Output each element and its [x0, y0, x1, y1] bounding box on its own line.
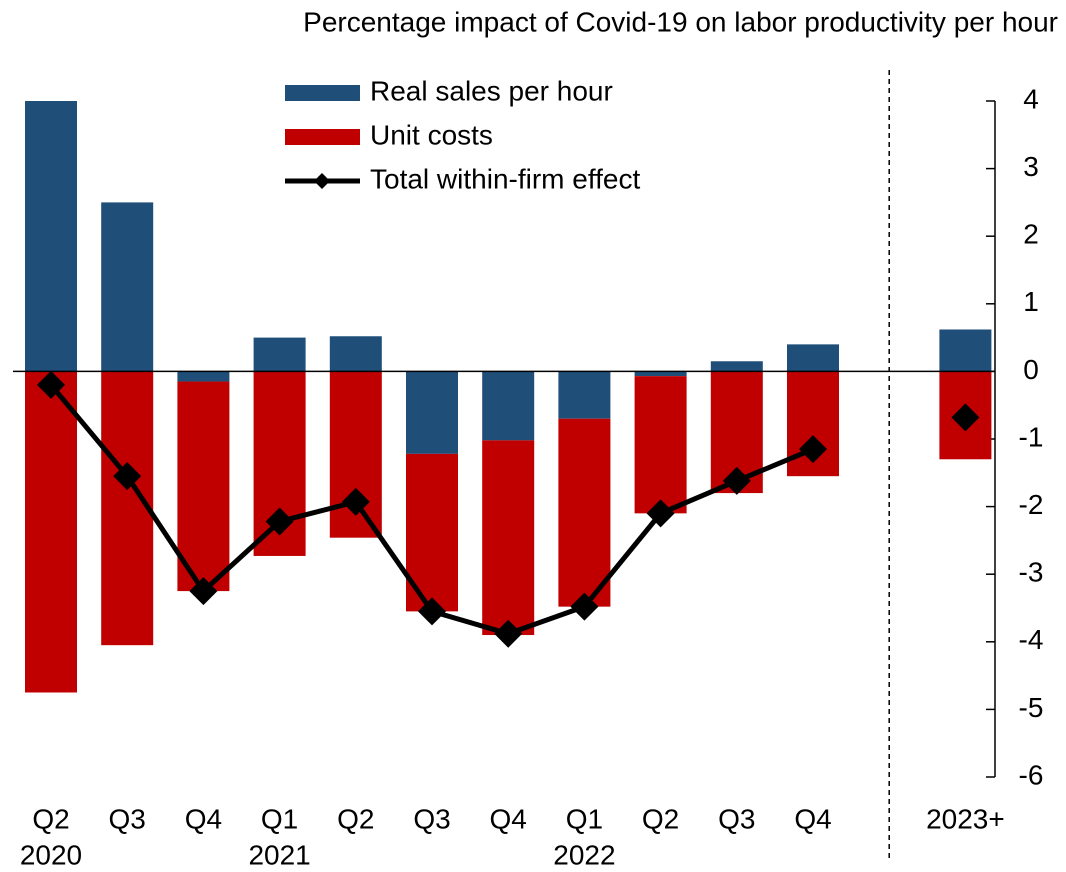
marker: [722, 466, 751, 495]
y-tick-label: -4: [1019, 624, 1044, 655]
x-group-label: 2020: [20, 839, 82, 870]
x-tick-label: Q2: [642, 803, 679, 834]
marker: [494, 619, 523, 648]
bar: [25, 101, 77, 372]
x-tick-label: Q1: [566, 803, 603, 834]
bar: [558, 371, 611, 419]
y-tick-label: -5: [1019, 692, 1044, 723]
x-tick-label: Q4: [794, 803, 831, 834]
chart-title: Percentage impact of Covid-19 on labor p…: [303, 6, 1058, 37]
bar: [101, 202, 154, 372]
bar: [634, 371, 687, 377]
x-tick-label: Q2: [32, 803, 69, 834]
y-tick-label: -1: [1019, 421, 1044, 452]
bar: [253, 337, 306, 372]
marker: [37, 370, 65, 399]
marker: [570, 592, 599, 621]
marker: [341, 487, 370, 516]
bar: [634, 376, 687, 514]
bar: [939, 329, 992, 372]
x-tick-label: Q4: [490, 803, 527, 834]
bar: [787, 344, 839, 372]
bar: [710, 361, 763, 372]
y-tick-label: 1: [1023, 286, 1039, 317]
legend-swatch: [285, 129, 360, 145]
y-tick-label: -3: [1019, 557, 1044, 588]
bar: [482, 440, 535, 636]
x-tick-label: 2023+: [926, 803, 1005, 834]
legend-label: Total within-firm effect: [370, 163, 640, 194]
x-tick-label: Q2: [337, 803, 374, 834]
bar: [329, 336, 382, 372]
marker: [951, 403, 980, 432]
legend-label: Unit costs: [370, 119, 493, 150]
y-tick-label: -6: [1019, 759, 1044, 790]
marker: [113, 462, 142, 491]
legend-swatch: [285, 85, 360, 101]
x-tick-label: Q3: [109, 803, 146, 834]
bar: [177, 371, 230, 382]
y-tick-label: 2: [1023, 219, 1039, 250]
bar: [25, 371, 77, 693]
y-tick-label: -2: [1019, 489, 1044, 520]
y-tick-label: 0: [1023, 354, 1039, 385]
legend-label: Real sales per hour: [370, 75, 613, 106]
legend-marker: [314, 173, 330, 189]
marker: [189, 577, 218, 606]
bar: [177, 381, 230, 592]
x-tick-label: Q4: [185, 803, 222, 834]
x-tick-label: Q1: [261, 803, 298, 834]
bar: [406, 371, 458, 454]
marker: [418, 597, 446, 626]
x-group-label: 2021: [248, 839, 310, 870]
marker: [646, 499, 675, 528]
marker: [799, 435, 827, 464]
bar: [482, 371, 535, 441]
bar: [558, 418, 611, 607]
x-tick-label: Q3: [718, 803, 755, 834]
x-group-label: 2022: [553, 839, 615, 870]
marker: [265, 507, 294, 536]
y-tick-label: 4: [1023, 83, 1039, 114]
x-tick-label: Q3: [413, 803, 450, 834]
y-tick-label: 3: [1023, 151, 1039, 182]
bar: [101, 371, 154, 646]
